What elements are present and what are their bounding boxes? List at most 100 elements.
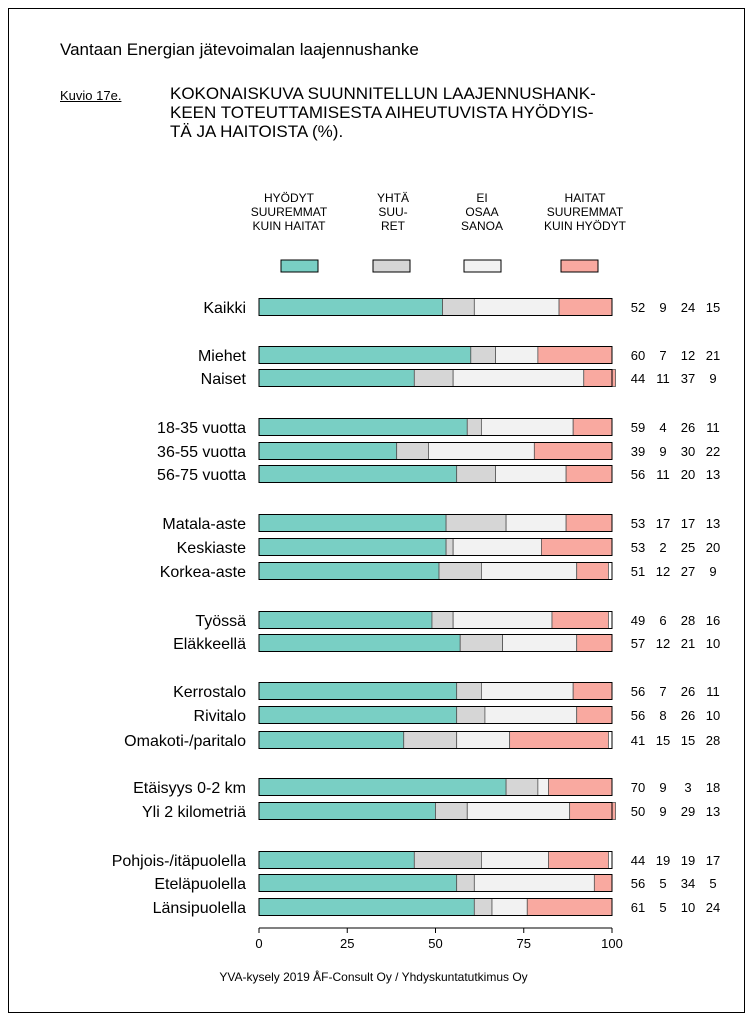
- data-label: 9: [709, 564, 716, 579]
- data-label: 10: [706, 636, 720, 651]
- bar-segment-hyodyt: [258, 611, 433, 629]
- bar-segment-haitat: [576, 706, 613, 724]
- data-label: 51: [631, 564, 645, 579]
- data-label: 53: [631, 516, 645, 531]
- bar-outline: [258, 562, 613, 580]
- data-label: 17: [681, 516, 695, 531]
- bar-segment-haitat: [551, 611, 609, 629]
- legend-label-hyodyt: HYÖDYT SUUREMMAT KUIN HAITAT: [250, 191, 328, 233]
- data-label: 41: [631, 733, 645, 748]
- bar-segment-hyodyt: [258, 562, 440, 580]
- category-label: Pohjois-/itäpuolella: [112, 853, 246, 870]
- legend-swatch-hyodyt: [280, 259, 319, 273]
- bar-outline: [258, 298, 613, 316]
- bar-segment-yhta: [396, 442, 429, 460]
- bar-segment-ei_osaa: [495, 465, 567, 483]
- figure-title: KOKONAISKUVA SUUNNITELLUN LAAJENNUSHANK-…: [170, 84, 730, 141]
- bar-segment-ei_osaa: [428, 442, 535, 460]
- data-label: 56: [631, 684, 645, 699]
- data-label: 49: [631, 613, 645, 628]
- data-label: 56: [631, 876, 645, 891]
- data-label: 16: [706, 613, 720, 628]
- bar-segment-haitat: [565, 465, 613, 483]
- data-label: 26: [681, 420, 695, 435]
- bar-segment-haitat: [533, 442, 613, 460]
- data-label: 8: [659, 708, 666, 723]
- bar-segment-yhta: [473, 898, 493, 916]
- bar-segment-yhta: [431, 611, 454, 629]
- bar-segment-hyodyt: [258, 731, 405, 749]
- bar-segment-haitat: [548, 778, 613, 796]
- data-label: 15: [681, 733, 695, 748]
- bar-outline: [258, 898, 613, 916]
- data-label: 2: [659, 540, 666, 555]
- bar-segment-ei_osaa: [473, 298, 560, 316]
- bar-segment-haitat: [576, 634, 613, 652]
- data-label: 60: [631, 348, 645, 363]
- x-tick-label: 50: [428, 936, 442, 951]
- bar-outline: [258, 465, 613, 483]
- data-label: 28: [681, 613, 695, 628]
- page-title: Vantaan Energian jätevoimalan laajennush…: [60, 40, 419, 59]
- bar-segment-haitat: [583, 369, 616, 387]
- category-label: Naiset: [201, 371, 247, 388]
- bar-outline: [258, 802, 613, 820]
- data-label: 5: [659, 876, 666, 891]
- bar-outline: [258, 682, 613, 700]
- figure-title-line: KEEN TOTEUTTAMISESTA AIHEUTUVISTA HYÖDYI…: [170, 103, 594, 122]
- data-label: 28: [706, 733, 720, 748]
- bar-segment-yhta: [435, 802, 468, 820]
- data-label: 21: [681, 636, 695, 651]
- bar-segment-haitat: [572, 418, 613, 436]
- bar-segment-yhta: [456, 465, 496, 483]
- data-label: 20: [681, 467, 695, 482]
- data-label: 24: [681, 300, 695, 315]
- data-label: 27: [681, 564, 695, 579]
- bar-segment-haitat: [572, 682, 613, 700]
- data-label: 53: [631, 540, 645, 555]
- bar-segment-haitat: [509, 731, 609, 749]
- data-label: 44: [631, 853, 645, 868]
- bar-segment-hyodyt: [258, 465, 458, 483]
- data-label: 9: [659, 804, 666, 819]
- data-label: 20: [706, 540, 720, 555]
- bar-segment-yhta: [413, 369, 454, 387]
- figure-title-line: TÄ JA HAITOISTA (%).: [170, 122, 344, 141]
- data-label: 56: [631, 467, 645, 482]
- data-label: 26: [681, 708, 695, 723]
- data-label: 57: [631, 636, 645, 651]
- data-label: 30: [681, 444, 695, 459]
- bar-segment-hyodyt: [258, 706, 458, 724]
- data-label: 9: [659, 444, 666, 459]
- bar-segment-ei_osaa: [473, 874, 595, 892]
- category-label: Rivitalo: [194, 708, 247, 725]
- data-label: 29: [681, 804, 695, 819]
- bar-segment-yhta: [456, 874, 475, 892]
- data-label: 4: [659, 420, 666, 435]
- data-label: 11: [706, 684, 720, 699]
- bar-segment-haitat: [548, 851, 609, 869]
- category-label: Etäisyys 0-2 km: [133, 780, 246, 797]
- data-label: 25: [681, 540, 695, 555]
- bar-segment-haitat: [558, 298, 613, 316]
- data-label: 21: [706, 348, 720, 363]
- legend-swatch-ei_osaa: [463, 259, 502, 273]
- bar-segment-ei_osaa: [456, 731, 511, 749]
- data-label: 18: [706, 780, 720, 795]
- category-label: Eläkkeellä: [173, 636, 246, 653]
- source-note: YVA-kysely 2019 ÅF-Consult Oy / Yhdyskun…: [219, 970, 528, 984]
- bar-segment-haitat: [541, 538, 613, 556]
- bar-segment-ei_osaa: [480, 562, 578, 580]
- data-label: 12: [681, 348, 695, 363]
- bar-segment-ei_osaa: [480, 418, 574, 436]
- category-label: Yli 2 kilometriä: [142, 804, 246, 821]
- bar-outline: [258, 346, 613, 364]
- bar-segment-hyodyt: [258, 514, 447, 532]
- bar-segment-hyodyt: [258, 874, 458, 892]
- category-label: 56-75 vuotta: [157, 467, 246, 484]
- bar-outline: [258, 874, 613, 892]
- data-label: 6: [659, 613, 666, 628]
- bar-segment-haitat: [565, 514, 613, 532]
- bar-segment-ei_osaa: [484, 706, 578, 724]
